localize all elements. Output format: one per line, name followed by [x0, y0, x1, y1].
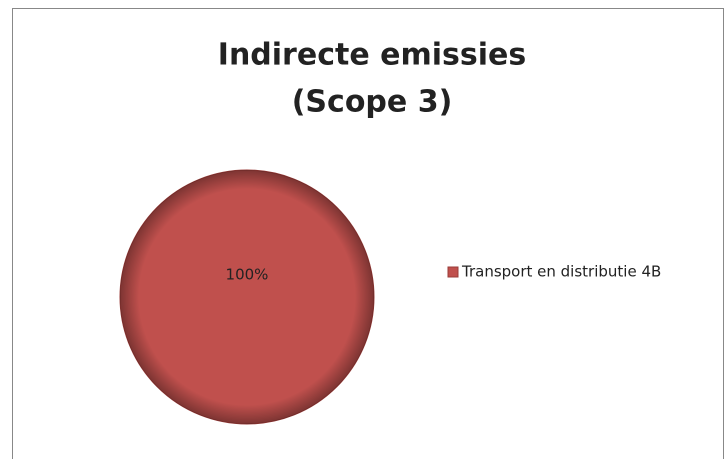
data-label: 100% [226, 266, 269, 284]
legend-swatch [447, 266, 459, 278]
pie-slice [119, 169, 375, 425]
chart-frame [12, 8, 724, 459]
legend-label: Transport en distributie 4B [461, 263, 661, 281]
chart-title: (Scope 3) [292, 85, 453, 120]
chart-title: Indirecte emissies [218, 38, 526, 73]
